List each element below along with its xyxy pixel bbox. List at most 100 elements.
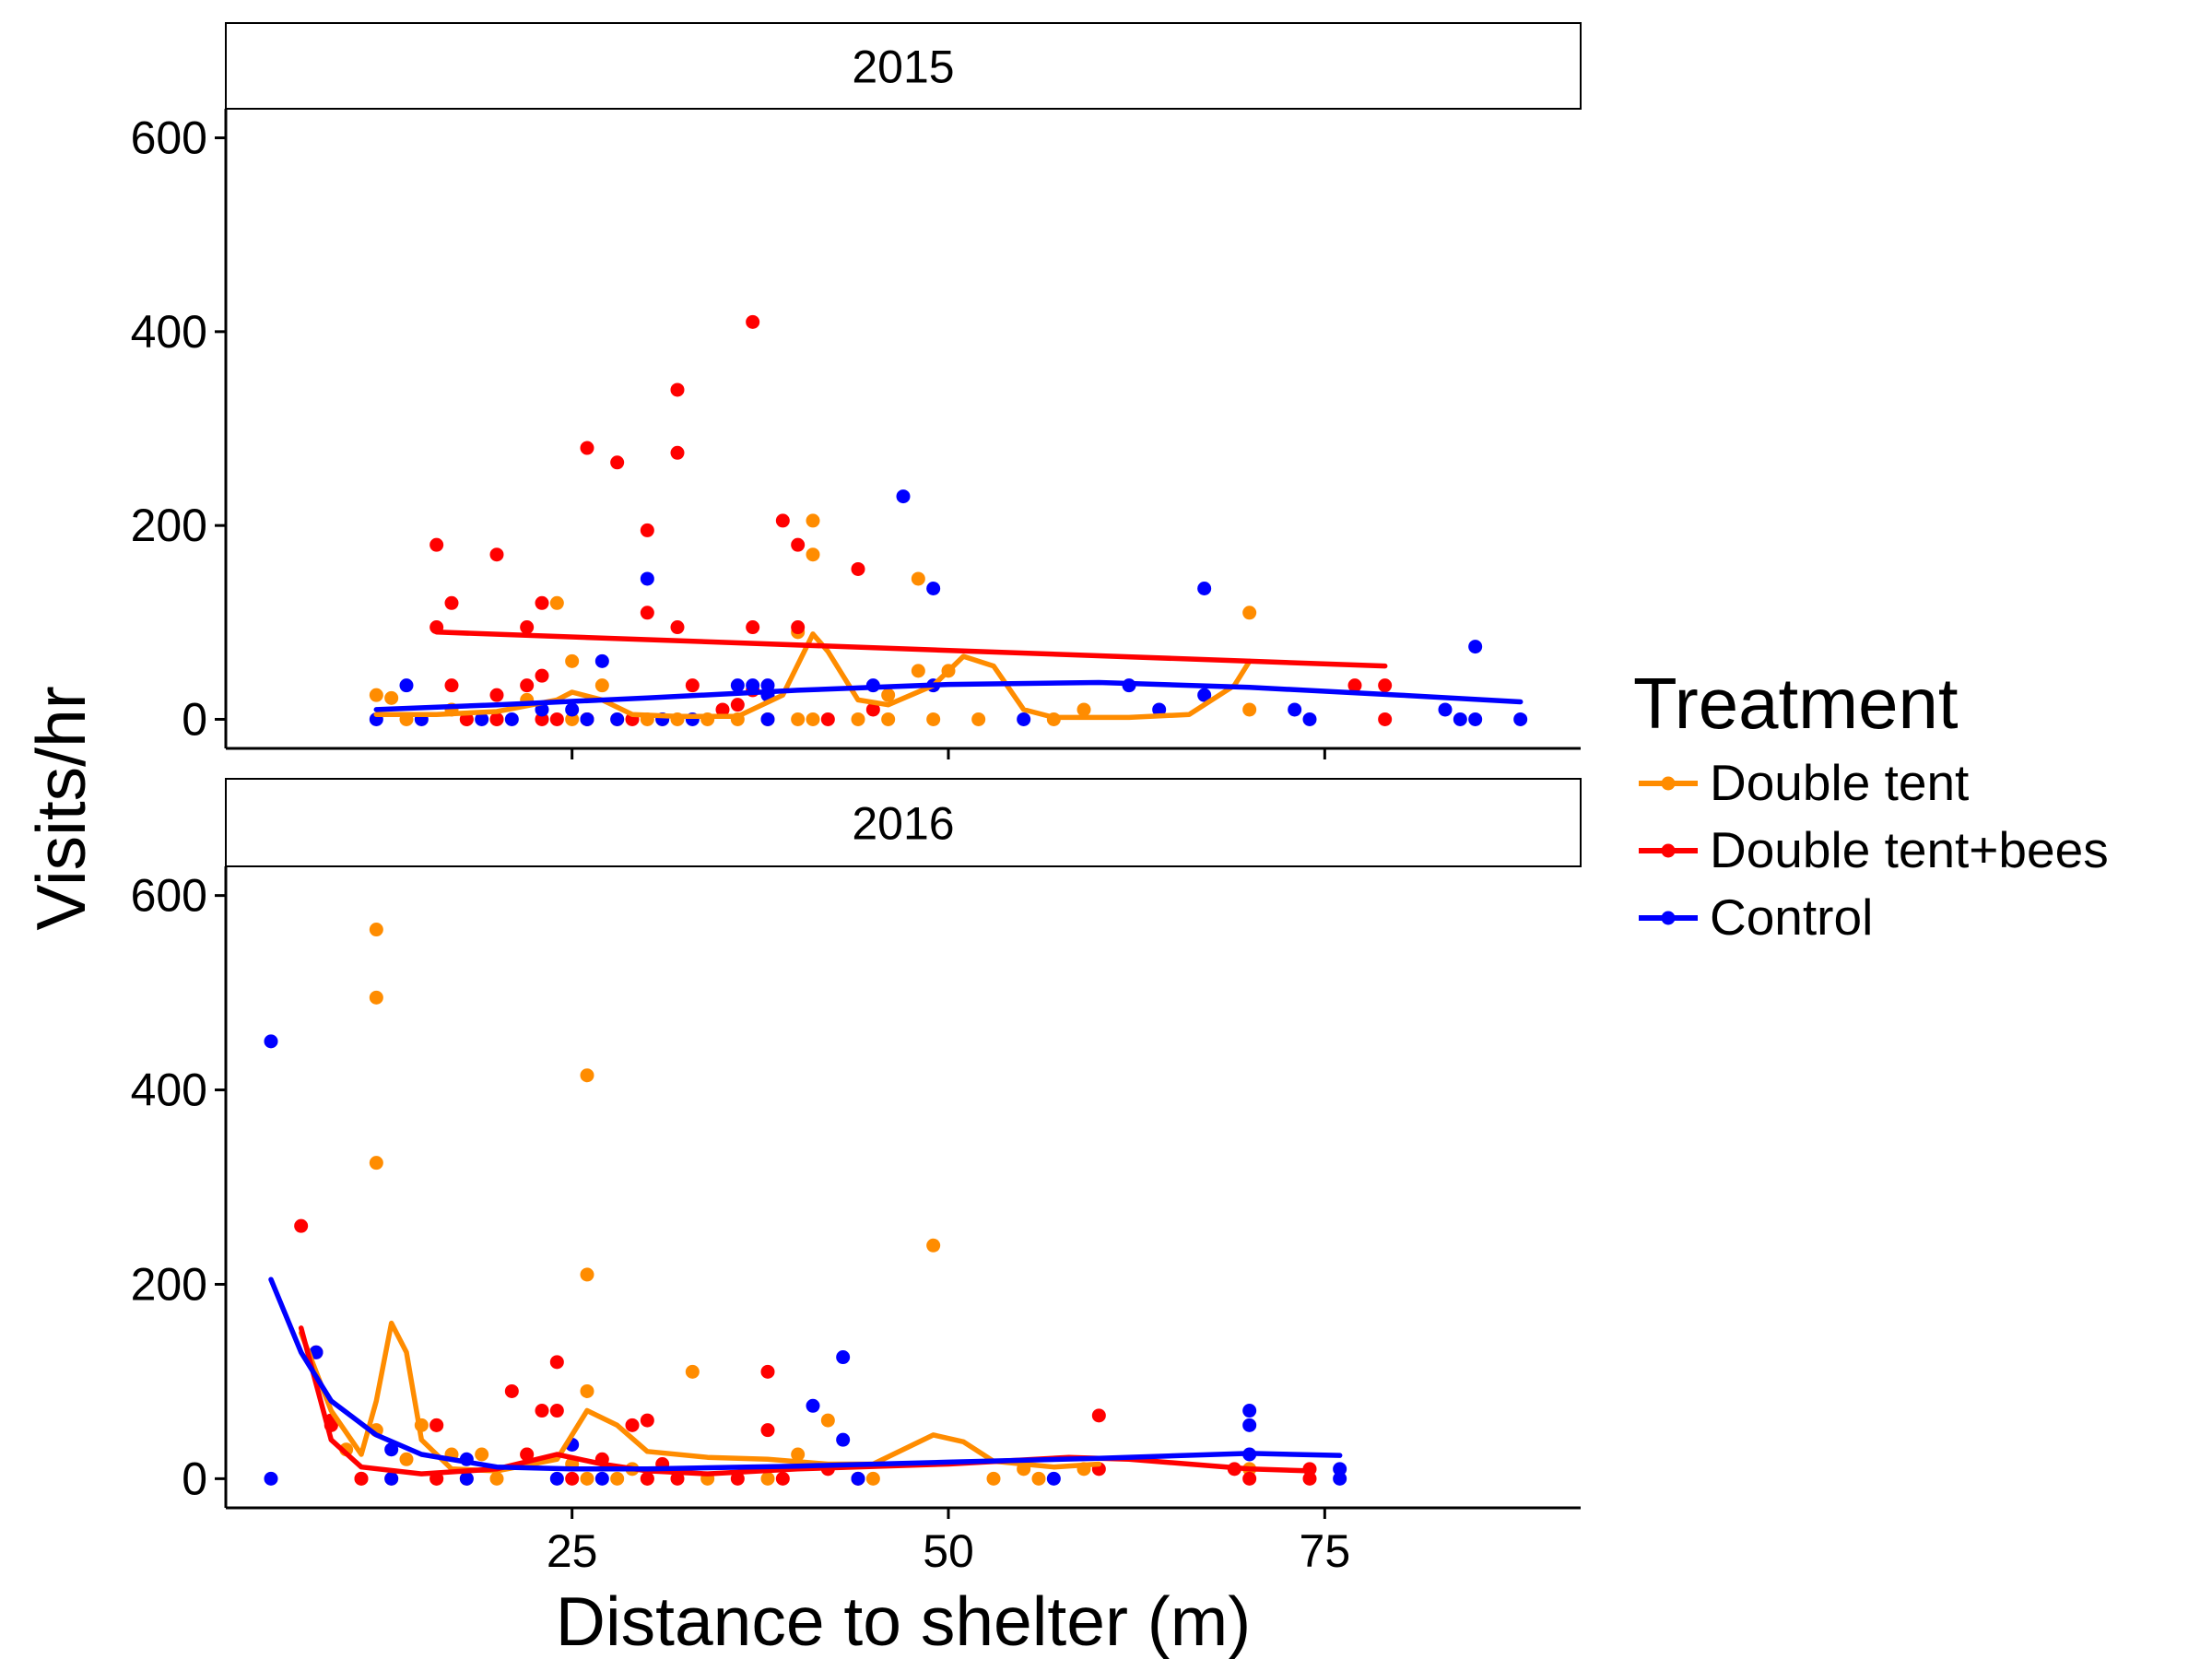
legend-key-point xyxy=(1661,843,1676,858)
data-point xyxy=(715,702,730,717)
data-point xyxy=(475,712,489,726)
data-point xyxy=(911,664,925,678)
data-point xyxy=(444,595,459,610)
data-point xyxy=(670,382,685,397)
legend-key-point xyxy=(1661,776,1676,791)
data-point xyxy=(429,537,444,552)
data-point xyxy=(851,1471,865,1486)
data-point xyxy=(1046,1471,1061,1486)
data-point xyxy=(580,712,594,726)
data-point xyxy=(549,1404,564,1418)
data-point xyxy=(384,1471,399,1486)
y-tick-label: 0 xyxy=(182,1453,207,1504)
data-point xyxy=(520,620,535,635)
y-tick-label: 0 xyxy=(182,693,207,745)
data-point xyxy=(1347,678,1362,693)
data-point xyxy=(730,1471,745,1486)
data-point xyxy=(1242,1404,1257,1418)
data-point xyxy=(1091,1408,1106,1423)
data-point xyxy=(1468,712,1483,726)
data-point xyxy=(640,523,654,537)
data-point xyxy=(911,571,925,586)
data-point xyxy=(565,1471,580,1486)
data-point xyxy=(580,441,594,455)
data-point xyxy=(1197,582,1212,595)
trend-line xyxy=(298,1320,1102,1474)
data-point xyxy=(791,1447,806,1462)
data-point xyxy=(594,678,609,693)
data-point xyxy=(504,1383,519,1398)
data-point xyxy=(746,678,760,693)
data-point xyxy=(806,513,820,528)
data-point xyxy=(384,1442,399,1457)
facet-strip xyxy=(225,22,1582,110)
data-point xyxy=(625,1418,640,1432)
data-point xyxy=(836,1350,851,1365)
trend-line xyxy=(298,1325,1312,1477)
data-point xyxy=(1242,702,1257,717)
facet-title: 2016 xyxy=(852,798,954,850)
data-point xyxy=(685,678,700,693)
data-point xyxy=(1333,1462,1347,1477)
trend-line xyxy=(268,1277,1343,1472)
facet-strip xyxy=(225,778,1582,867)
data-point xyxy=(549,1471,564,1486)
legend-key-point xyxy=(1661,911,1676,925)
data-point xyxy=(670,445,685,460)
data-point xyxy=(1302,712,1317,726)
data-point xyxy=(309,1345,324,1359)
data-point xyxy=(399,678,414,693)
data-point xyxy=(580,1267,594,1282)
data-point xyxy=(851,712,865,726)
data-point xyxy=(806,547,820,562)
data-point xyxy=(1017,712,1031,726)
x-axis-title: Distance to shelter (m) xyxy=(556,1583,1251,1659)
legend-label: Double tent xyxy=(1710,754,1969,811)
data-point xyxy=(971,712,986,726)
trend-line xyxy=(373,631,1253,721)
data-point xyxy=(369,1156,383,1171)
data-point xyxy=(1513,712,1528,726)
legend-entry: Double tent xyxy=(1639,754,1969,811)
data-point xyxy=(775,1471,790,1486)
data-point xyxy=(535,702,549,717)
data-point xyxy=(640,606,654,620)
series-double-tent xyxy=(324,923,1257,1486)
y-tick-label: 400 xyxy=(131,1065,207,1116)
series-double-tent-bees xyxy=(294,1218,1317,1486)
data-point xyxy=(489,712,504,726)
data-point xyxy=(760,1471,775,1486)
data-point xyxy=(760,1364,775,1379)
x-tick-label: 75 xyxy=(1300,1525,1351,1577)
data-point xyxy=(610,712,625,726)
legend-entry: Double tent+bees xyxy=(1639,821,2109,878)
panel-2016: 2016 0 200 400 600 25 50 75 xyxy=(131,778,1582,1577)
data-point xyxy=(264,1034,278,1049)
data-point xyxy=(1438,702,1453,717)
data-point xyxy=(806,712,820,726)
y-tick-label: 200 xyxy=(131,500,207,551)
data-point xyxy=(580,1471,594,1486)
data-point xyxy=(640,1413,654,1428)
x-tick-label: 50 xyxy=(923,1525,974,1577)
data-point xyxy=(294,1218,309,1233)
data-point xyxy=(926,1238,941,1253)
data-point xyxy=(820,1413,835,1428)
data-point xyxy=(760,678,775,693)
data-point xyxy=(865,1471,880,1486)
data-point xyxy=(1468,640,1483,654)
data-point xyxy=(1378,678,1393,693)
data-point xyxy=(535,1404,549,1418)
data-point xyxy=(610,455,625,470)
data-point xyxy=(806,1398,820,1413)
data-point xyxy=(1333,1471,1347,1486)
data-point xyxy=(1152,702,1167,717)
data-point xyxy=(746,620,760,635)
data-point xyxy=(926,712,941,726)
data-point xyxy=(730,698,745,712)
data-point xyxy=(565,712,580,726)
data-point xyxy=(1077,702,1091,717)
data-point xyxy=(549,712,564,726)
data-point xyxy=(1197,688,1212,702)
